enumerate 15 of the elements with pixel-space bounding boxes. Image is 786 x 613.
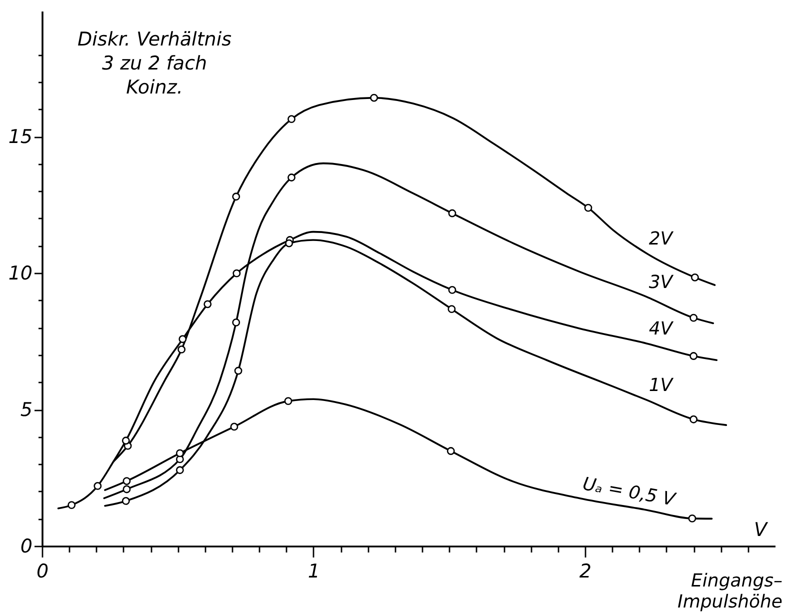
y-tick-label: 0: [20, 536, 32, 558]
series-label: 3V: [648, 272, 674, 293]
x-tick-label: 0: [36, 560, 49, 582]
y-tick-label: 10: [8, 262, 32, 285]
series-label: 2V: [648, 228, 674, 250]
series-label: 1V: [648, 374, 674, 396]
annotation: V: [754, 519, 769, 541]
y-axis-title: Diskr. Verhältnis 3 zu 2 fach Koinz.: [78, 28, 232, 98]
series-label: 4V: [648, 318, 674, 340]
x-tick-label: 2: [579, 560, 592, 582]
y-tick-label: 5: [20, 399, 32, 422]
y-tick-label: 15: [8, 126, 32, 148]
x-tick-label: 1: [308, 560, 320, 582]
text: Uₐ = 0,5 V: [580, 473, 678, 511]
x-axis-title: Eingangs– Impulshöhe: [678, 570, 782, 612]
